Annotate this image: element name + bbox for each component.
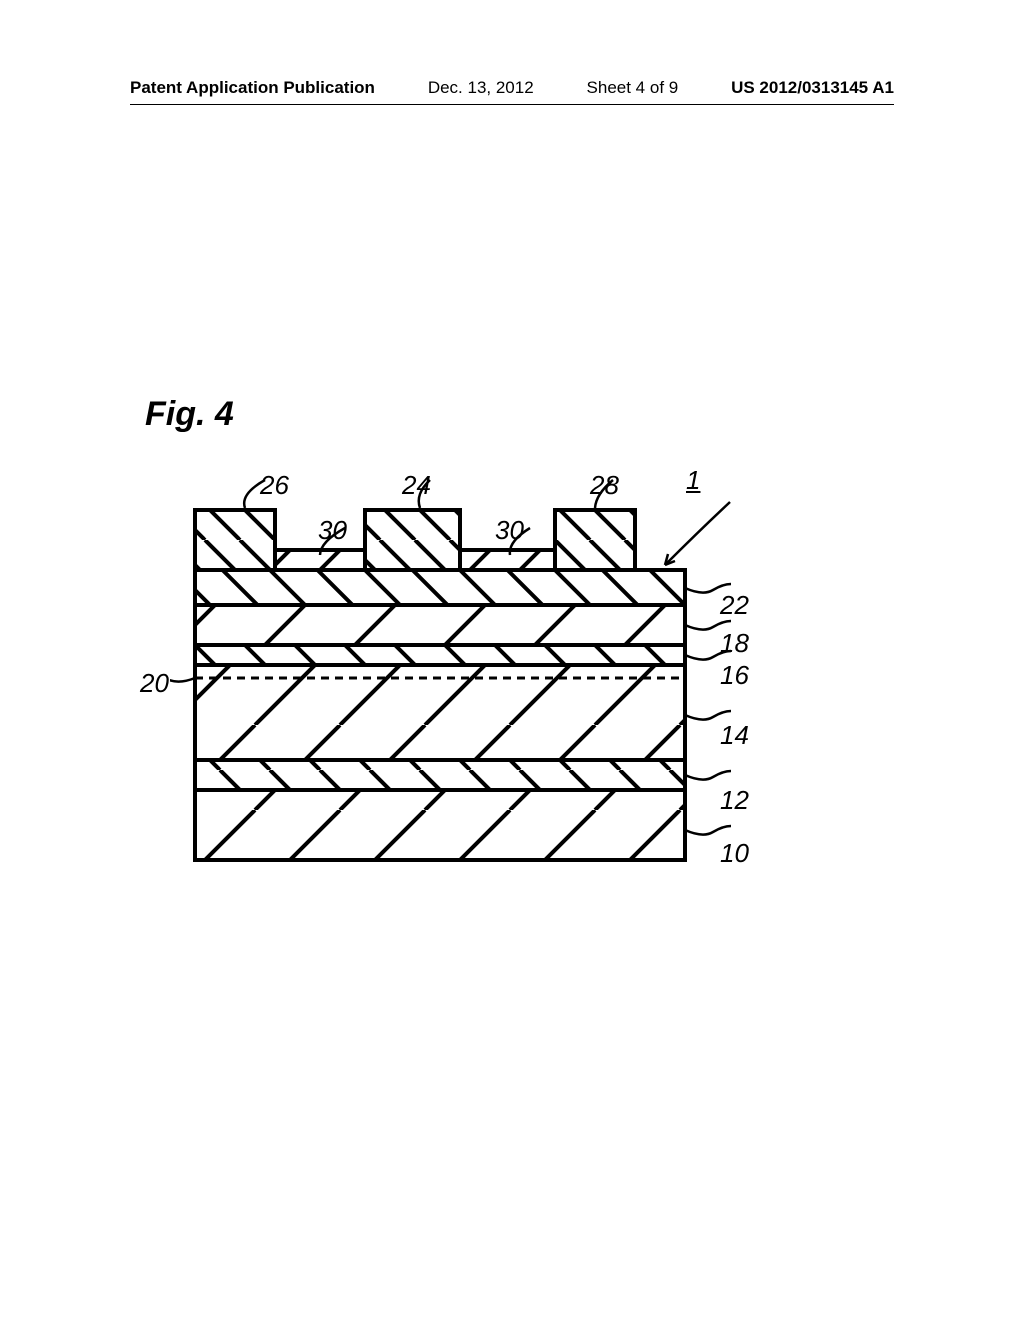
header-docnumber: US 2012/0313145 A1 <box>731 78 894 98</box>
header-sheet: Sheet 4 of 9 <box>587 78 679 98</box>
cross-section-diagram <box>170 470 790 890</box>
header-date: Dec. 13, 2012 <box>428 78 534 98</box>
figure-label: Fig. 4 <box>145 395 234 434</box>
header-rule <box>130 104 894 105</box>
ref-20: 20 <box>140 668 169 699</box>
header-publication: Patent Application Publication <box>130 78 375 98</box>
page: Patent Application Publication Dec. 13, … <box>0 0 1024 1320</box>
page-header: Patent Application Publication Dec. 13, … <box>130 78 894 98</box>
